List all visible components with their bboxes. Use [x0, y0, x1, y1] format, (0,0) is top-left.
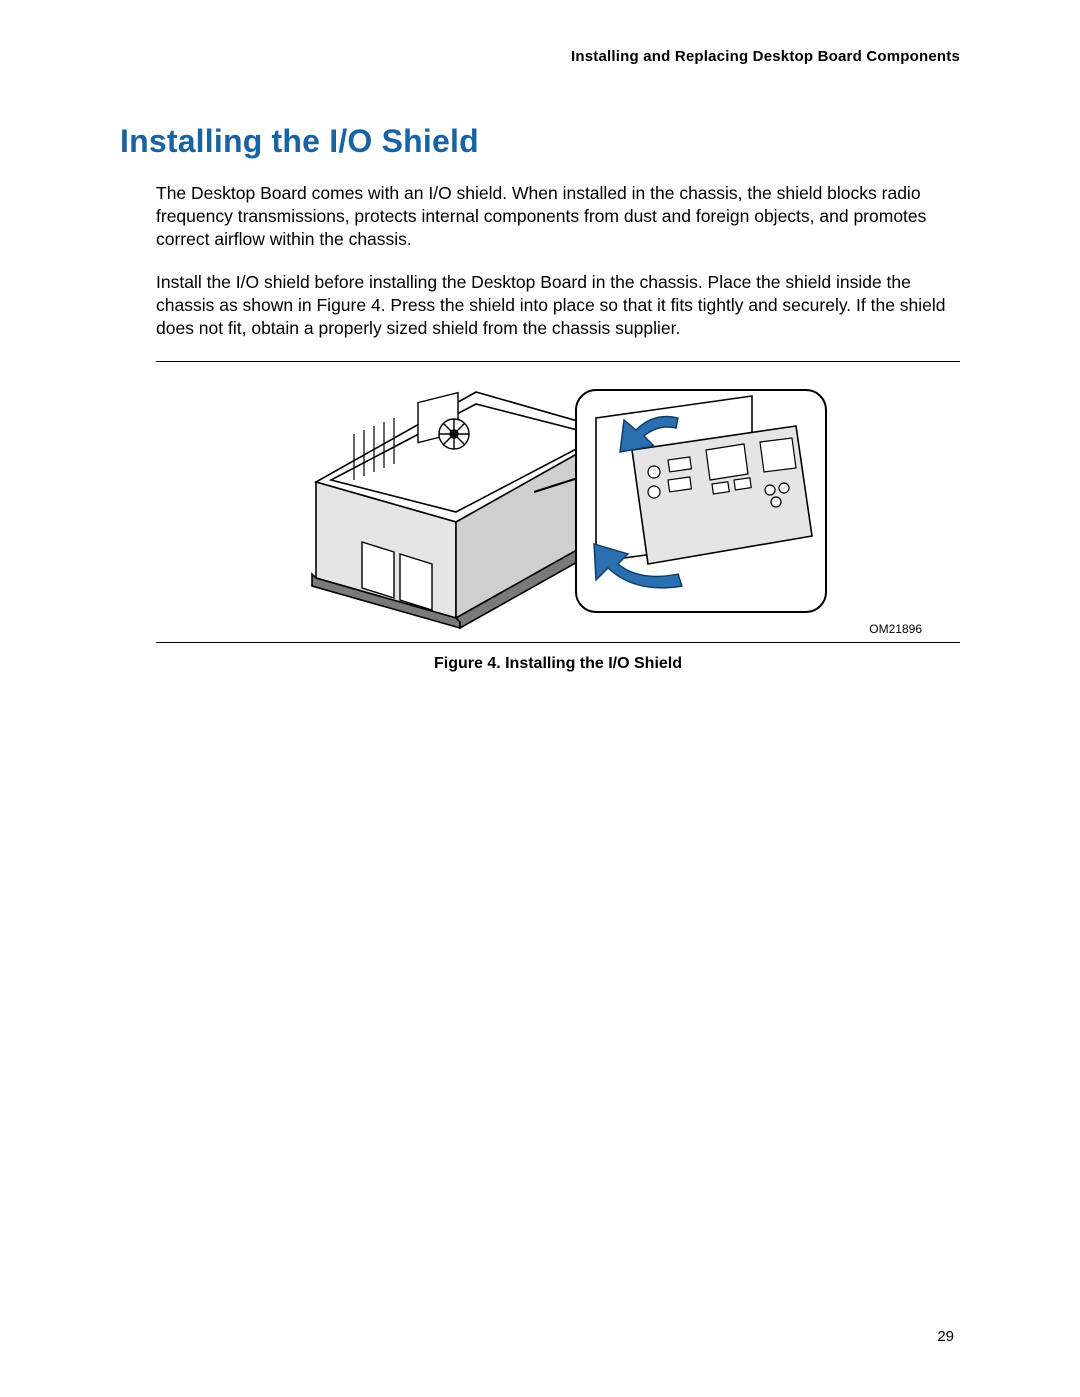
figure-caption: Figure 4. Installing the I/O Shield — [156, 655, 960, 673]
body-paragraph-2: Install the I/O shield before installing… — [156, 271, 960, 340]
figure-frame: OM21896 — [156, 362, 960, 642]
page-number: 29 — [937, 1328, 954, 1345]
io-shield-diagram — [276, 372, 836, 632]
section-title: Installing the I/O Shield — [120, 123, 960, 160]
body-paragraph-1: The Desktop Board comes with an I/O shie… — [156, 182, 960, 251]
figure-block: OM21896 Figure 4. Installing the I/O Shi… — [156, 361, 960, 673]
figure-reference-id: OM21896 — [869, 622, 922, 636]
figure-bottom-rule — [156, 642, 960, 643]
document-page: Installing and Replacing Desktop Board C… — [0, 0, 1080, 1397]
running-header: Installing and Replacing Desktop Board C… — [120, 48, 960, 65]
